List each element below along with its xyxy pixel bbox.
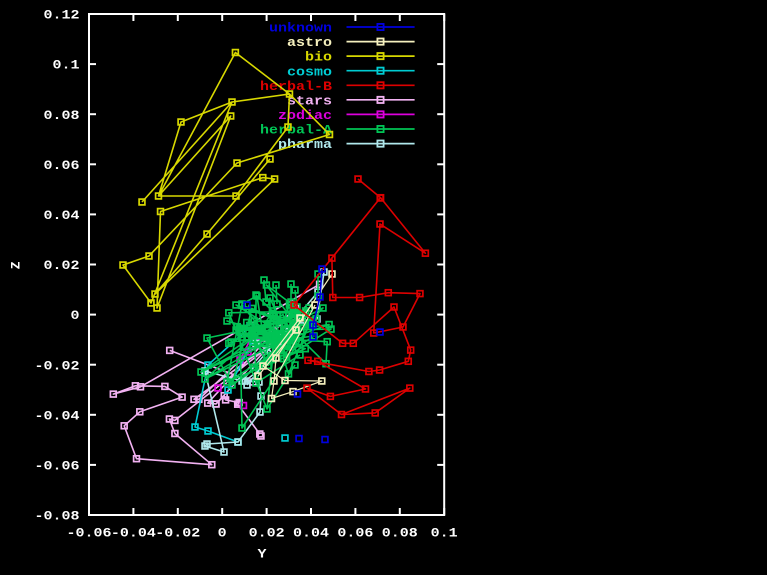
svg-text:0.1: 0.1 <box>431 526 458 541</box>
svg-text:stars: stars <box>287 93 332 108</box>
svg-text:unknown: unknown <box>269 21 332 36</box>
svg-text:-0.02: -0.02 <box>155 526 200 541</box>
svg-text:astro: astro <box>287 35 332 50</box>
svg-text:-0.06: -0.06 <box>35 459 80 474</box>
svg-text:0.1: 0.1 <box>53 58 80 73</box>
svg-text:0.02: 0.02 <box>249 526 285 541</box>
svg-text:0.08: 0.08 <box>382 526 418 541</box>
svg-text:Y: Y <box>258 547 267 562</box>
svg-text:herbal-A: herbal-A <box>260 123 332 138</box>
svg-text:zodiac: zodiac <box>278 108 332 123</box>
svg-text:-0.04: -0.04 <box>35 408 80 423</box>
svg-text:-0.02: -0.02 <box>35 358 80 373</box>
svg-text:Z: Z <box>8 261 23 269</box>
svg-text:cosmo: cosmo <box>287 64 332 79</box>
svg-text:0: 0 <box>218 526 227 541</box>
svg-text:0.06: 0.06 <box>44 158 80 173</box>
svg-text:0: 0 <box>71 308 80 323</box>
svg-text:pharma: pharma <box>278 137 332 152</box>
svg-text:0.04: 0.04 <box>44 208 80 223</box>
svg-text:-0.06: -0.06 <box>67 526 112 541</box>
svg-text:herbal-B: herbal-B <box>260 79 332 94</box>
svg-text:0.02: 0.02 <box>44 258 80 273</box>
svg-text:0.04: 0.04 <box>293 526 329 541</box>
svg-text:0.08: 0.08 <box>44 108 80 123</box>
svg-text:bio: bio <box>305 50 332 65</box>
svg-text:-0.08: -0.08 <box>35 509 80 524</box>
svg-text:0.06: 0.06 <box>337 526 373 541</box>
svg-text:-0.04: -0.04 <box>111 526 156 541</box>
svg-text:0.12: 0.12 <box>44 8 80 23</box>
